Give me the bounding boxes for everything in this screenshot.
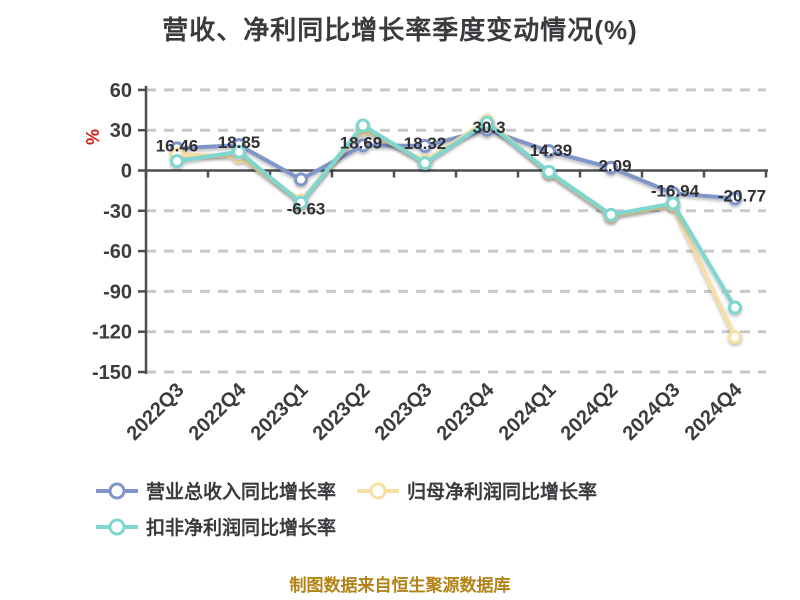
series-line — [175, 118, 737, 340]
y-tick-label: -120 — [92, 322, 132, 344]
data-point — [666, 196, 680, 211]
data-point — [170, 154, 184, 169]
x-tick-label: 2024Q4 — [681, 378, 748, 445]
data-point — [728, 191, 742, 206]
chart-title: 营收、净利同比增长率季度变动情况(%) — [162, 15, 638, 45]
series-lines — [170, 113, 742, 345]
legend-item-revenue[interactable]: 营业总收入同比增长率 — [95, 477, 336, 504]
legend-line-marker-icon — [96, 482, 138, 499]
data-point — [356, 118, 370, 133]
data-point — [604, 160, 618, 175]
data-point — [294, 172, 308, 187]
data-point — [728, 300, 742, 315]
data-point — [542, 164, 556, 179]
data-point — [604, 207, 618, 222]
series-line — [175, 127, 737, 201]
y-tick-label: 30 — [110, 120, 132, 142]
data-label: -20.77 — [718, 186, 766, 205]
data-point — [480, 115, 494, 130]
legend-line-marker-icon — [96, 518, 138, 535]
legend-label-revenue: 营业总收入同比增长率 — [146, 482, 337, 503]
data-point — [356, 138, 370, 153]
x-tick-label: 2023Q4 — [433, 378, 500, 445]
y-tick-label: -90 — [103, 281, 132, 303]
data-label: 30.3 — [472, 118, 505, 137]
legend-item-net-profit[interactable]: 归母净利润同比增长率 — [356, 477, 597, 504]
x-tick-label: 2022Q3 — [123, 379, 189, 445]
data-label: 18.69 — [340, 133, 383, 152]
x-tick-label: 2023Q3 — [371, 379, 437, 445]
series-2 — [170, 115, 742, 315]
data-point — [418, 138, 432, 153]
y-tick-label: -30 — [103, 201, 132, 223]
data-point — [542, 144, 556, 159]
data-point — [728, 330, 742, 345]
data-point — [232, 144, 246, 159]
data-point — [294, 195, 308, 210]
data-labels: 16.46 18.85 -6.63 18.69 18.32 30.3 14.39 2.09 -1… — [156, 118, 766, 219]
y-tick-label: 0 — [121, 161, 132, 183]
y-tick-label: 60 — [110, 80, 132, 102]
data-point — [418, 156, 432, 171]
x-tick-label: 2023Q1 — [247, 379, 313, 445]
x-tick-label: 2024Q3 — [619, 379, 685, 445]
data-label: -16.94 — [651, 181, 700, 200]
x-tick-label: 2024Q2 — [557, 379, 623, 445]
y-tick-label: -60 — [103, 241, 132, 263]
data-label: 16.46 — [156, 136, 199, 155]
data-label: 18.32 — [404, 134, 447, 153]
legend: 营业总收入同比增长率 归母净利润同比增长率 扣非净利润同比增长率 — [95, 477, 617, 549]
x-tick-label: 2022Q4 — [185, 378, 252, 445]
data-label: 14.39 — [530, 141, 573, 160]
series-0 — [170, 122, 742, 206]
legend-item-deducted-profit[interactable]: 扣非净利润同比增长率 — [95, 513, 336, 540]
data-source-credit: 制图数据来自恒生聚源数据库 — [289, 576, 511, 595]
legend-label-net-profit: 归母净利润同比增长率 — [407, 482, 598, 503]
legend-line-marker-icon — [357, 482, 400, 499]
legend-label-deducted-profit: 扣非净利润同比增长率 — [146, 518, 337, 539]
data-label: 18.85 — [218, 133, 261, 152]
x-tick-label: 2024Q1 — [495, 379, 561, 445]
gridlines — [146, 88, 766, 374]
x-tick-label: 2023Q2 — [309, 379, 375, 445]
y-tick-label: -150 — [92, 362, 132, 384]
data-label: -6.63 — [287, 199, 326, 218]
data-label: 2.09 — [598, 157, 631, 176]
series-line — [175, 120, 737, 310]
